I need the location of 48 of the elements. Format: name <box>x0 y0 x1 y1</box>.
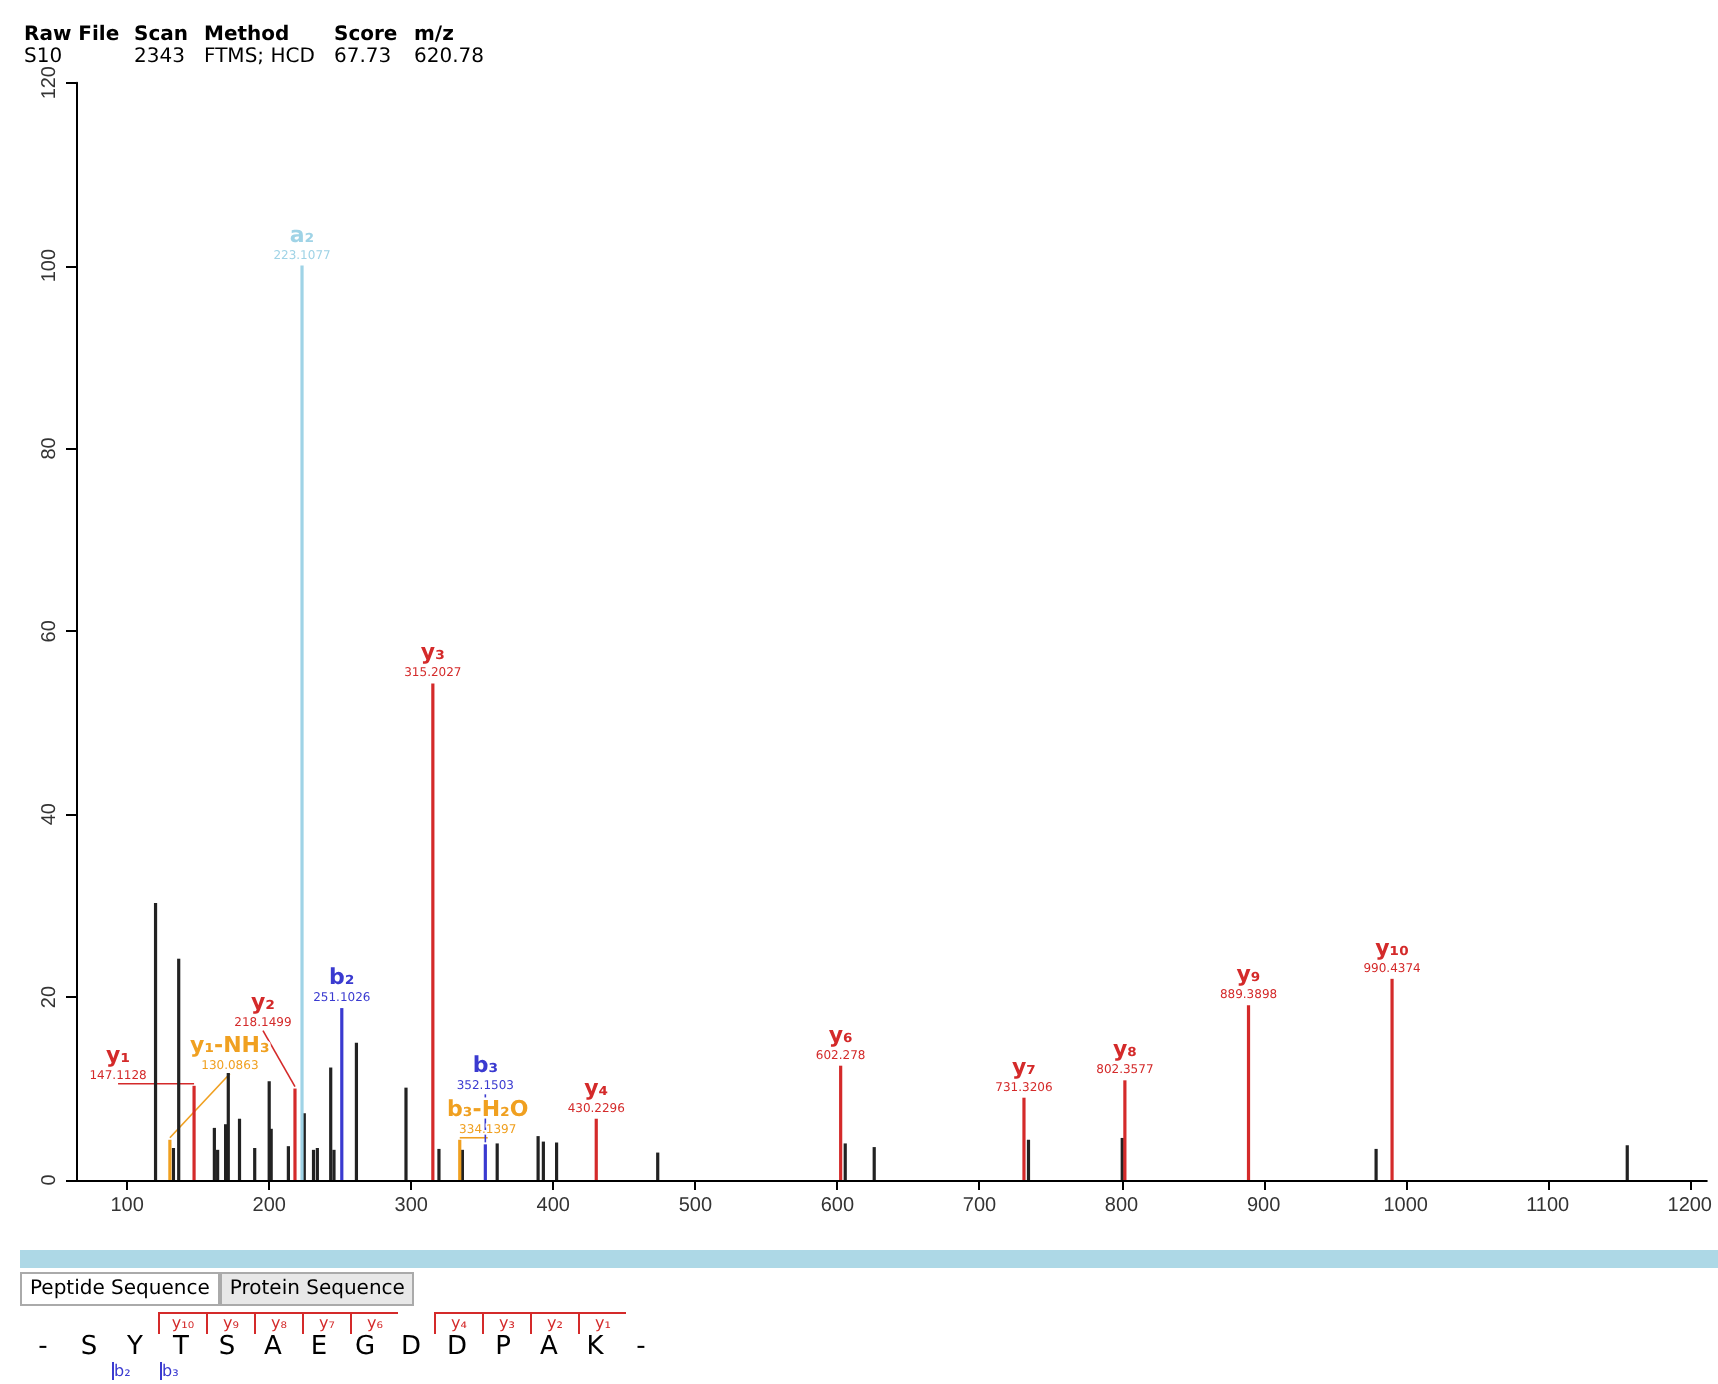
text: b₂ b₃ <box>114 1362 179 1380</box>
annotation: y₆ <box>828 1021 853 1048</box>
y-tick-label: 0 <box>39 1173 61 1186</box>
annotation: y₄ <box>584 1074 609 1101</box>
text: y₄ y₃ y₂ y₁ <box>451 1314 611 1332</box>
text: 2343 <box>134 46 187 68</box>
x-tick-label: 900 <box>1246 1195 1282 1217</box>
y-tick-label: 60 <box>39 619 61 643</box>
x-tick-label: 600 <box>820 1195 855 1217</box>
annotation: y₉ <box>1236 961 1261 988</box>
annotation: y₂ <box>250 988 276 1015</box>
annotation: a₂ <box>289 221 315 248</box>
y-tick-label: 120 <box>39 65 61 100</box>
text: Raw File <box>24 24 122 46</box>
annotation: b₃ <box>472 1052 499 1079</box>
annotation: y₃ <box>420 639 446 666</box>
x-tick-label: 1000 <box>1383 1195 1429 1217</box>
text: m/z <box>414 24 456 46</box>
x-tick-label: 200 <box>252 1195 287 1217</box>
x-tick-label: 1200 <box>1667 1195 1713 1217</box>
text: Peptide Sequence <box>20 1272 220 1306</box>
annotation: y₈ <box>1112 1036 1138 1063</box>
text: Scan <box>134 24 190 46</box>
y-tick-label: 100 <box>39 248 61 283</box>
x-tick-label: 800 <box>1104 1195 1140 1217</box>
x-tick-label: 700 <box>962 1195 998 1217</box>
text: y₁₀ y₉ y₈ y₇ y₆ <box>171 1314 383 1332</box>
x-tick-label: 300 <box>394 1195 429 1217</box>
y-tick-label: 20 <box>39 985 61 1009</box>
text: - S Y T S A E G D D P A K - <box>38 1332 646 1362</box>
text: Score <box>334 24 400 46</box>
x-tick-label: 100 <box>110 1195 145 1217</box>
x-tick-label: 400 <box>536 1195 571 1217</box>
x-tick-label: 1100 <box>1526 1195 1571 1217</box>
y-tick-label: 40 <box>39 802 61 826</box>
text: 67.73 <box>334 46 394 68</box>
text: FTMS; HCD <box>204 46 317 68</box>
annotation: y₇ <box>1011 1053 1037 1080</box>
annotation: y₁ <box>106 1041 131 1068</box>
annotation: y₁₀ <box>1375 934 1410 961</box>
annotation: y₁-NH₃ <box>190 1031 271 1058</box>
text: Method <box>204 24 292 46</box>
x-tick-label: 500 <box>678 1195 713 1217</box>
text: S10 <box>24 46 65 68</box>
text: 620.78 <box>414 46 486 68</box>
annotation: b₂ <box>329 964 355 991</box>
text: Protein Sequence <box>219 1272 415 1306</box>
y-tick-label: 80 <box>39 436 61 460</box>
